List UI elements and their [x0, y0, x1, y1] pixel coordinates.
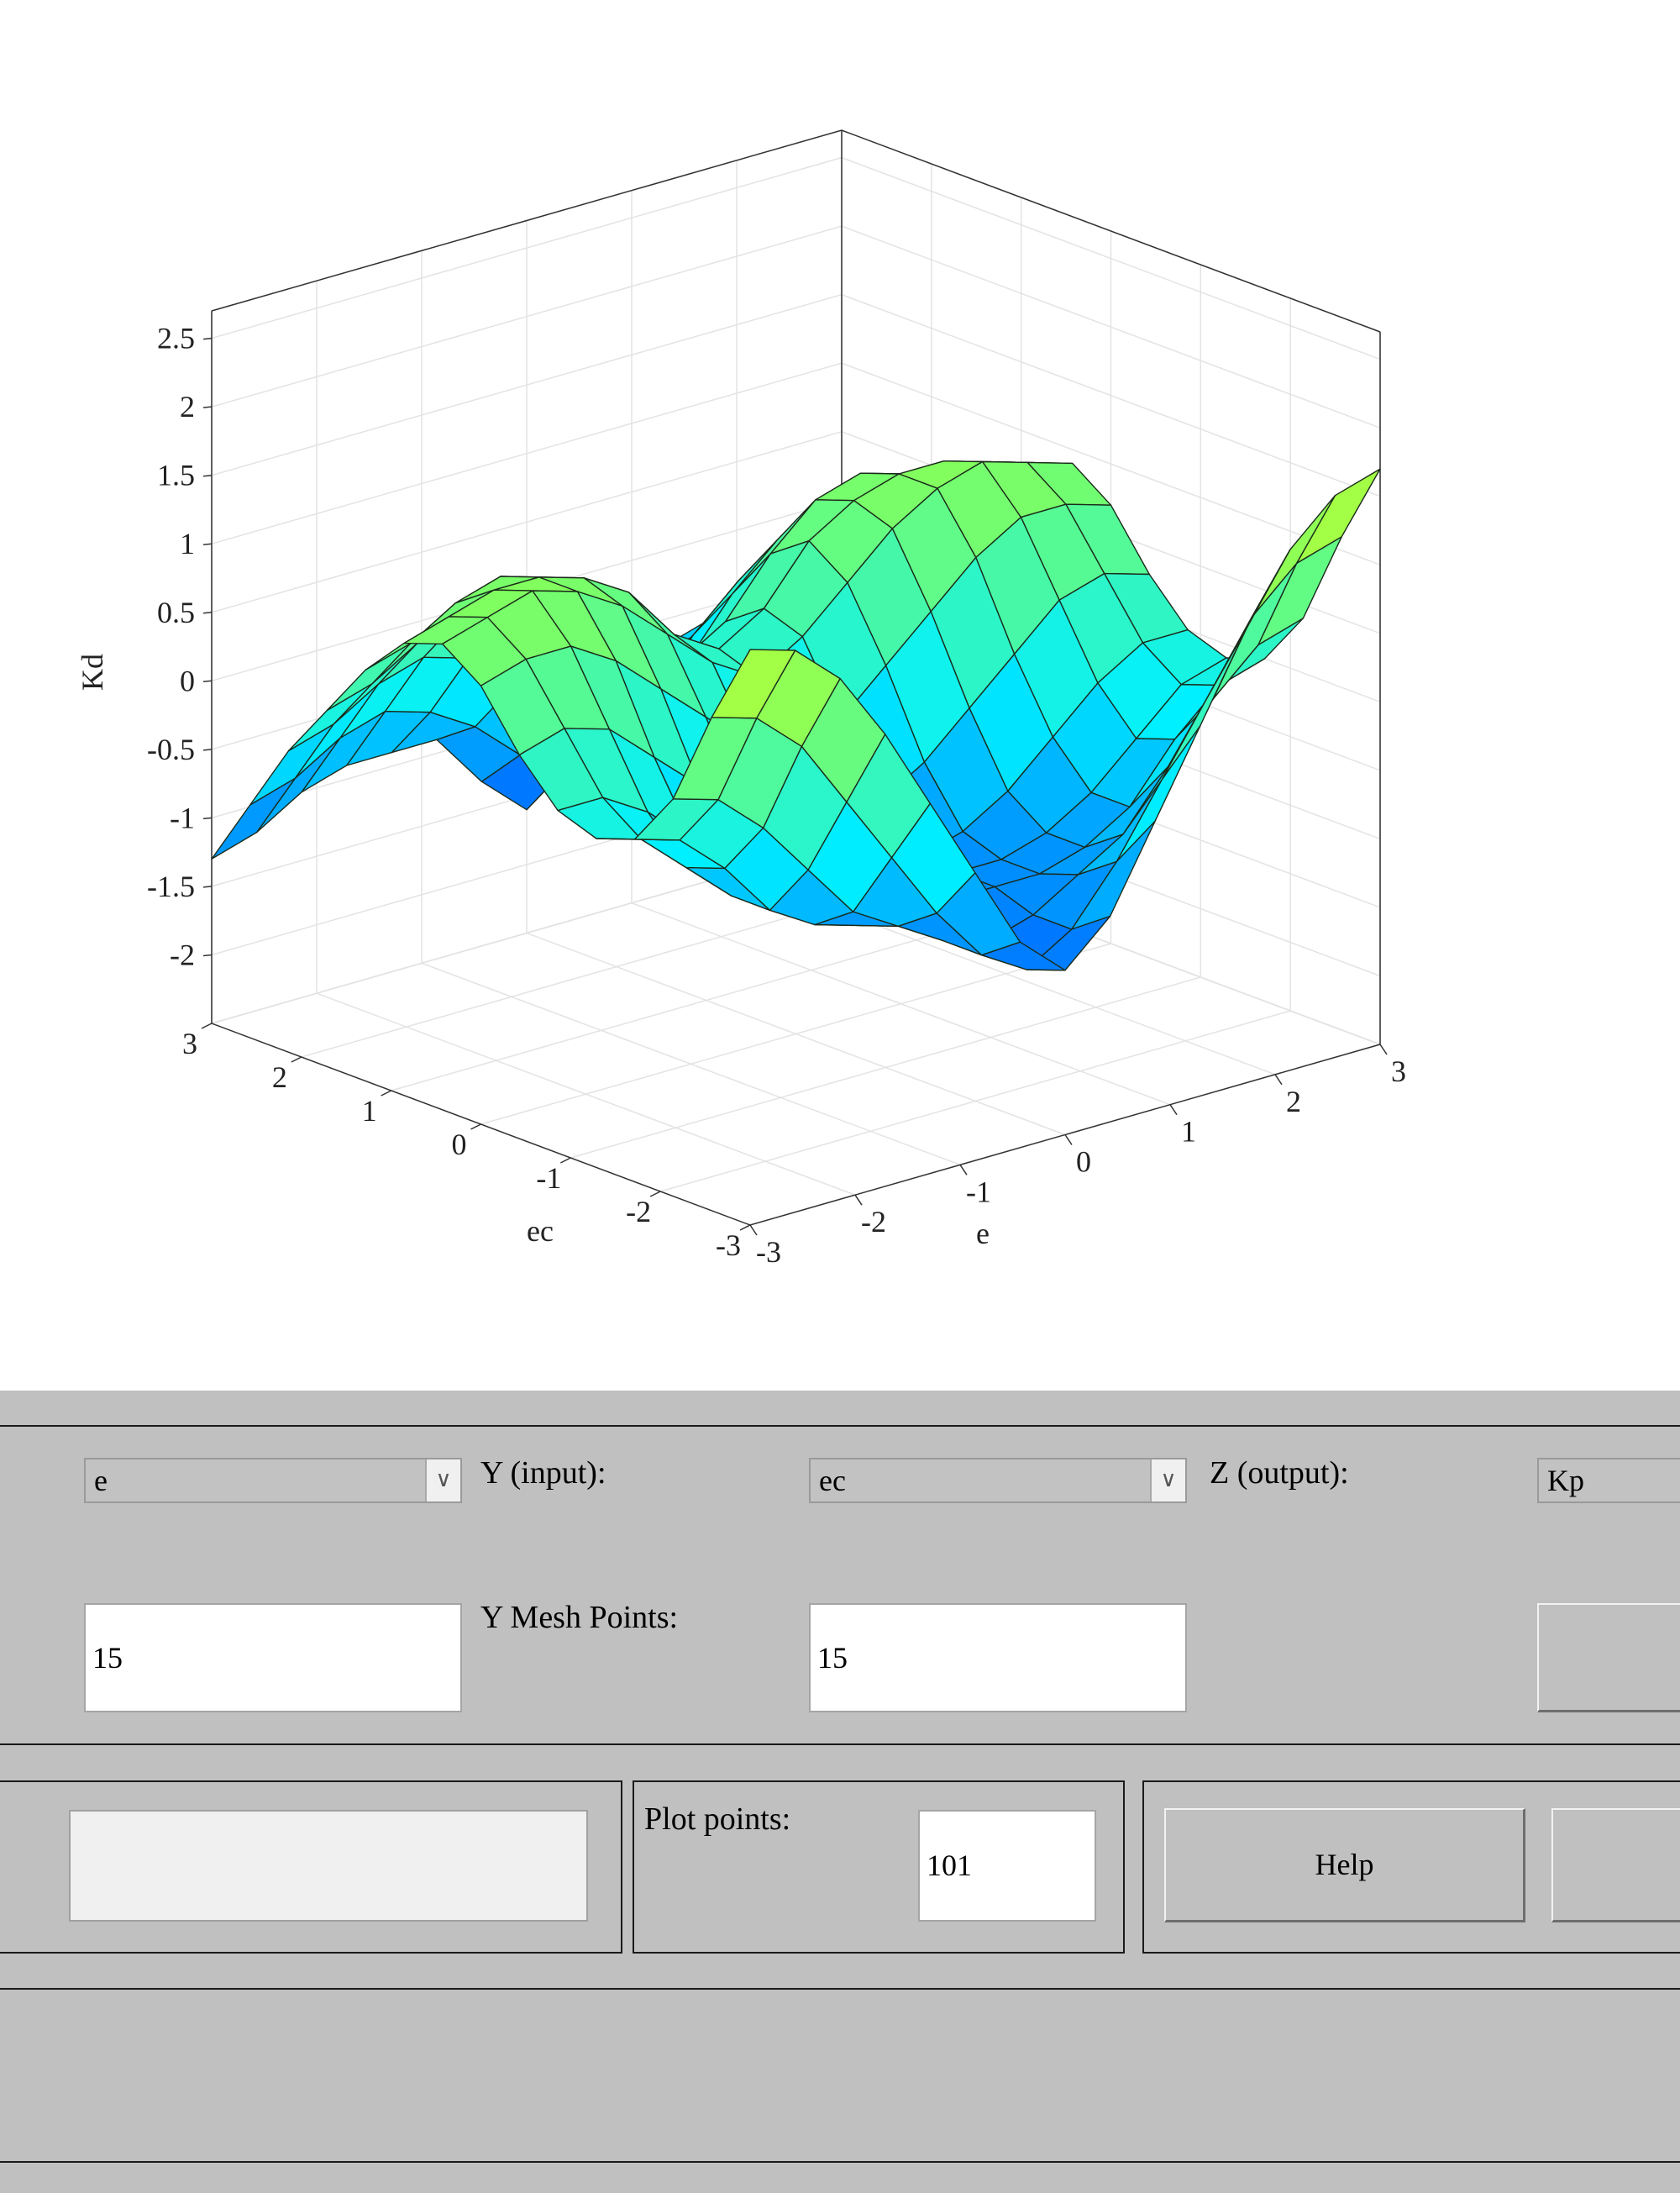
z-tick-label: 2.5: [157, 322, 195, 355]
e-tick-label: -2: [861, 1205, 886, 1238]
ec-tick-label: 3: [182, 1027, 197, 1060]
ec-tick-label: 1: [362, 1094, 377, 1128]
x-mesh-points-input[interactable]: 15: [84, 1603, 462, 1712]
y-input-dropdown[interactable]: ec ∨: [809, 1458, 1187, 1503]
z-output-label: Z (output):: [1210, 1455, 1349, 1491]
ec-tick-mark: [201, 1023, 213, 1029]
surface-patch: [711, 649, 796, 719]
message-frame: [0, 1988, 1680, 2163]
y-mesh-points-label: Y Mesh Points:: [480, 1600, 679, 1635]
ec-tick-mark: [291, 1056, 302, 1063]
e-tick-mark: [1064, 1134, 1073, 1145]
z-tick-mark: [202, 406, 213, 408]
ec-tick-label: -3: [716, 1228, 741, 1262]
chevron-down-icon: ∨: [1150, 1459, 1185, 1501]
surface-plot[interactable]: 2.5 2 1.5 1 0.5 0 -0.5 -1 -1.5 -2 -3 -2 -1 0 1 2 3 3 2 1 0 -1…: [0, 0, 1680, 1391]
y-axis-label: ec: [527, 1214, 554, 1248]
help-button-label: Help: [1315, 1848, 1374, 1881]
e-tick-label: 2: [1286, 1085, 1301, 1118]
z-tick-label: -0.5: [147, 733, 195, 766]
z-tick-mark: [202, 886, 213, 888]
plot-points-value: 101: [927, 1849, 972, 1882]
x-axis-label: e: [976, 1217, 990, 1250]
x-input-dropdown[interactable]: e ∨: [84, 1458, 462, 1503]
grid-line-ec: [570, 265, 1202, 1159]
ec-tick-label: -1: [536, 1161, 561, 1195]
x-input-value: e: [94, 1464, 108, 1497]
control-panel: e ∨ Y (input): ec ∨ Z (output): Kp 15 Y …: [0, 1391, 1680, 2193]
z-tick-label: -1.5: [147, 870, 195, 903]
ec-tick-mark: [739, 1224, 751, 1231]
e-tick-label: 1: [1181, 1115, 1196, 1149]
e-tick-mark: [1274, 1074, 1283, 1086]
chevron-down-icon: ∨: [425, 1459, 460, 1501]
plot-points-input[interactable]: 101: [918, 1810, 1096, 1922]
x-mesh-points-value: 15: [92, 1641, 123, 1675]
status-field: [69, 1810, 588, 1922]
z-axis-label: Kd: [76, 654, 109, 691]
e-tick-mark: [854, 1194, 863, 1206]
e-tick-mark: [749, 1224, 758, 1236]
z-tick-label: 0.5: [157, 596, 195, 629]
y-input-label: Y (input):: [480, 1455, 606, 1491]
z-tick-label: -1: [170, 801, 195, 834]
e-tick-label: -3: [756, 1235, 781, 1269]
ec-tick-mark: [381, 1090, 392, 1096]
z-tick-label: 1: [180, 527, 195, 560]
z-output-dropdown[interactable]: Kp: [1537, 1458, 1680, 1503]
ec-tick-mark: [649, 1191, 661, 1197]
z-tick-label: 0: [180, 664, 195, 697]
z-output-value: Kp: [1547, 1464, 1584, 1497]
ec-tick-mark: [559, 1157, 571, 1164]
close-button[interactable]: [1551, 1808, 1680, 1922]
status-frame: [0, 1780, 622, 1954]
plot-points-label: Plot points:: [644, 1801, 791, 1837]
evaluate-button[interactable]: [1537, 1603, 1680, 1712]
y-mesh-points-input[interactable]: 15: [809, 1603, 1187, 1712]
axes-frame: [0, 1425, 1680, 1745]
z-tick-label: -2: [170, 938, 195, 971]
grid-line-ec: [659, 298, 1291, 1192]
e-tick-mark: [1169, 1104, 1178, 1116]
ec-tick-mark: [470, 1123, 481, 1130]
buttons-frame: [1142, 1780, 1680, 1954]
e-tick-mark: [1379, 1044, 1388, 1055]
plot-points-frame: [633, 1780, 1125, 1954]
e-tick-mark: [959, 1164, 968, 1175]
z-tick-label: 1.5: [157, 459, 195, 492]
surface-plot-area[interactable]: 2.5 2 1.5 1 0.5 0 -0.5 -1 -1.5 -2 -3 -2 -1 0 1 2 3 3 2 1 0 -1…: [0, 0, 1680, 1391]
grid-line-ec: [480, 231, 1112, 1125]
ec-tick-label: 2: [272, 1060, 287, 1094]
e-tick-label: -1: [966, 1175, 991, 1208]
e-tick-label: 0: [1076, 1145, 1091, 1179]
z-tick-label: 2: [180, 390, 195, 423]
z-tick-mark: [202, 749, 213, 751]
ec-tick-label: 0: [452, 1128, 467, 1161]
help-button[interactable]: Help: [1164, 1808, 1525, 1922]
axis-labels: Kd e ec: [76, 654, 990, 1250]
e-tick-label: 3: [1391, 1054, 1406, 1088]
ec-tick-label: -2: [626, 1195, 651, 1228]
y-mesh-points-value: 15: [817, 1641, 848, 1675]
y-input-value: ec: [819, 1464, 846, 1497]
